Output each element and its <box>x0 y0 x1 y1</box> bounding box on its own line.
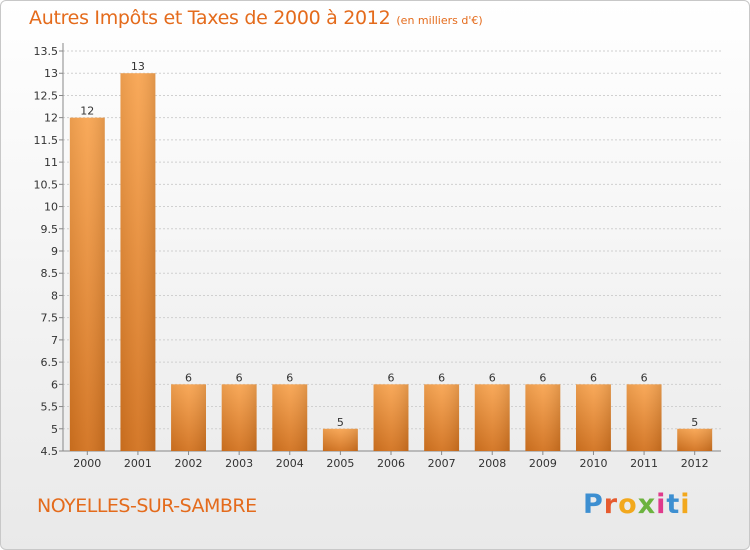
proxiti-logo: Proxiti <box>583 489 691 520</box>
category-label: 2002 <box>175 457 203 470</box>
grid-lines <box>63 50 721 452</box>
y-tick-label: 6.5 <box>41 356 59 369</box>
commune-name: NOYELLES-SUR-SAMBRE <box>37 495 257 517</box>
bar-shade <box>221 384 257 451</box>
value-label: 6 <box>438 371 445 384</box>
category-label: 2004 <box>276 457 304 470</box>
category-label: 2007 <box>428 457 456 470</box>
y-tick-label: 11.5 <box>34 134 59 147</box>
bar-shade <box>120 73 156 451</box>
category-label: 2005 <box>326 457 354 470</box>
bar-shade <box>322 428 358 451</box>
bar-shade <box>69 117 105 452</box>
value-label: 6 <box>590 371 597 384</box>
bar-shade <box>474 384 510 451</box>
logo-letter: i <box>656 489 667 520</box>
value-label: 6 <box>489 371 496 384</box>
y-tick-label: 5 <box>51 423 58 436</box>
y-tick-label: 8 <box>51 289 58 302</box>
value-label: 6 <box>236 371 243 384</box>
chart-title: Autres Impôts et Taxes de 2000 à 2012 (en… <box>29 7 483 29</box>
y-tick-label: 12 <box>44 112 58 125</box>
bar-shade <box>575 384 611 451</box>
value-label: 6 <box>539 371 546 384</box>
category-label: 2001 <box>124 457 152 470</box>
category-label: 2009 <box>529 457 557 470</box>
category-labels: 2000 2001 2002 2003 2004 2005 2006 2007 2008 2009… <box>73 457 708 470</box>
y-tick-label: 4.5 <box>41 445 59 458</box>
bar-shade <box>272 384 308 451</box>
logo-letter: i <box>680 489 691 520</box>
bar-shade <box>424 384 460 451</box>
logo-letter: x <box>637 489 657 520</box>
category-label: 2003 <box>225 457 253 470</box>
bar-shade <box>677 428 713 451</box>
bar-shade <box>626 384 662 451</box>
y-tick-label: 5.5 <box>41 401 59 414</box>
category-label: 2011 <box>630 457 658 470</box>
bar-shade <box>171 384 207 451</box>
category-label: 2000 <box>73 457 101 470</box>
bar-shade <box>525 384 561 451</box>
category-label: 2006 <box>377 457 405 470</box>
y-tick-label: 9.5 <box>41 223 59 236</box>
y-tick-labels: 4.5 5 5.5 6 6.5 7 7.5 8 8.5 9 9.5 10 10.5 11 11.5 12 12.… <box>34 45 59 458</box>
logo-letter: o <box>618 489 638 520</box>
y-tick-label: 7 <box>51 334 58 347</box>
y-tick-label: 9 <box>51 245 58 258</box>
category-label: 2008 <box>478 457 506 470</box>
y-tick-label: 10.5 <box>34 178 59 191</box>
y-tick-label: 10 <box>44 201 58 214</box>
logo-letter: r <box>603 489 619 520</box>
bar-shade <box>373 384 409 451</box>
value-label: 12 <box>80 105 94 118</box>
category-label: 2010 <box>579 457 607 470</box>
y-tick-label: 8.5 <box>41 267 59 280</box>
chart-subtitle: (en milliers d'€) <box>396 14 483 27</box>
bars <box>69 73 713 452</box>
value-label: 6 <box>286 371 293 384</box>
value-label: 5 <box>337 416 344 429</box>
y-tick-label: 11 <box>44 156 58 169</box>
value-label: 6 <box>388 371 395 384</box>
y-tick-label: 6 <box>51 378 58 391</box>
y-tick-label: 7.5 <box>41 312 59 325</box>
y-tick-label: 12.5 <box>34 89 59 102</box>
value-label: 6 <box>641 371 648 384</box>
y-tick-label: 13 <box>44 67 58 80</box>
y-tick-label: 13.5 <box>34 45 59 58</box>
value-label: 13 <box>131 60 145 73</box>
value-label: 6 <box>185 371 192 384</box>
category-label: 2012 <box>681 457 709 470</box>
value-labels: 12 13 6 6 6 5 6 6 6 6 6 6 5 <box>80 60 698 429</box>
logo-letter: P <box>583 489 604 520</box>
logo-letter: t <box>666 489 681 520</box>
value-label: 5 <box>691 416 698 429</box>
